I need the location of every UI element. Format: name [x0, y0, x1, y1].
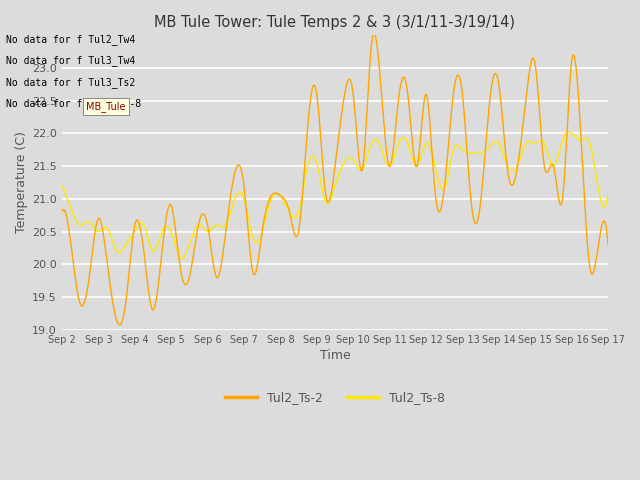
Text: MB_Tule: MB_Tule	[86, 101, 126, 112]
Text: No data for f Tul3_Ts-8: No data for f Tul3_Ts-8	[6, 98, 141, 109]
Legend: Tul2_Ts-2, Tul2_Ts-8: Tul2_Ts-2, Tul2_Ts-8	[220, 386, 450, 409]
Y-axis label: Temperature (C): Temperature (C)	[15, 132, 28, 233]
X-axis label: Time: Time	[319, 349, 350, 362]
Title: MB Tule Tower: Tule Temps 2 & 3 (3/1/11-3/19/14): MB Tule Tower: Tule Temps 2 & 3 (3/1/11-…	[154, 15, 515, 30]
Text: No data for f Tul3_Tw4: No data for f Tul3_Tw4	[6, 55, 136, 66]
Text: No data for f Tul2_Tw4: No data for f Tul2_Tw4	[6, 34, 136, 45]
Text: No data for f Tul3_Ts2: No data for f Tul3_Ts2	[6, 77, 136, 88]
